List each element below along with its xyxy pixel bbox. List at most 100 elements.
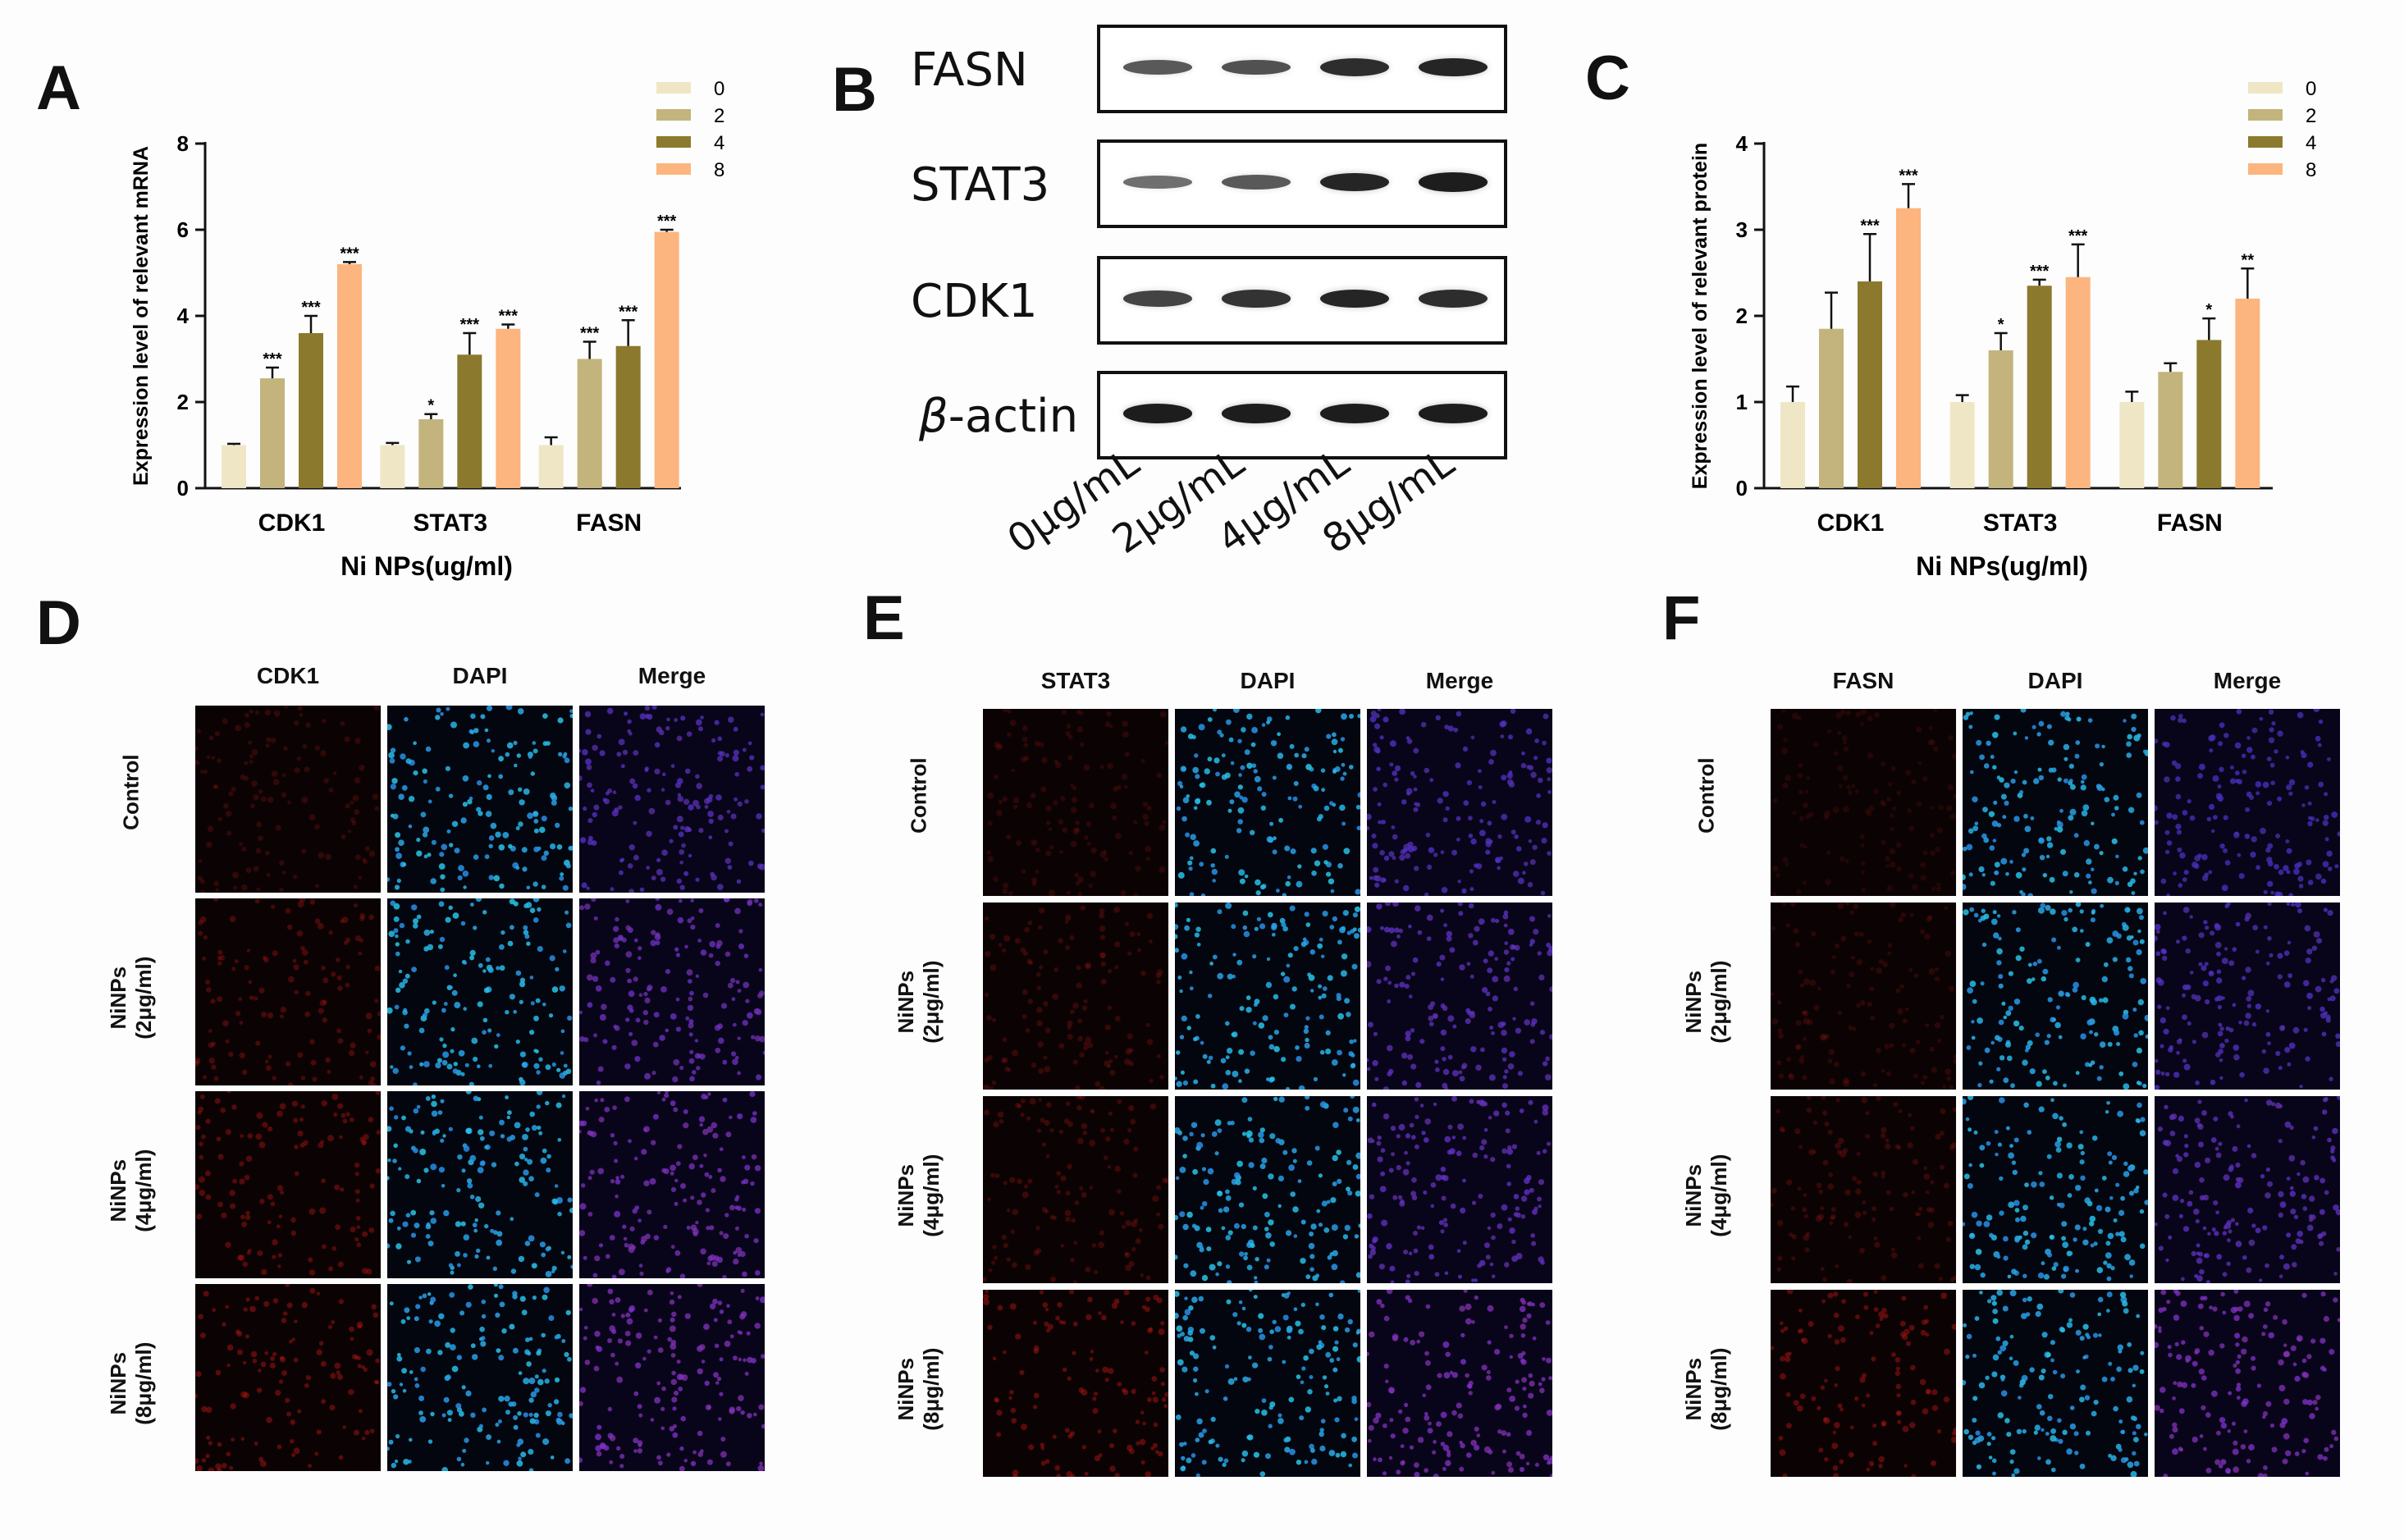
cell-nucleus — [1205, 1227, 1212, 1232]
cell-nucleus — [697, 1284, 703, 1287]
cell-nucleus — [523, 1146, 528, 1152]
cell-nucleus — [1443, 1372, 1451, 1379]
cell-nucleus — [2130, 878, 2136, 884]
cell-nucleus — [245, 1214, 251, 1220]
cell-nucleus — [1486, 1375, 1492, 1381]
cell-nucleus — [1535, 820, 1542, 825]
cell-nucleus — [1945, 1068, 1952, 1076]
cell-nucleus — [1886, 1071, 1892, 1076]
cell-nucleus — [229, 1465, 234, 1470]
cell-nucleus — [1538, 1179, 1545, 1186]
cell-nucleus — [1021, 725, 1028, 732]
cell-nucleus — [354, 1237, 359, 1242]
cell-nucleus — [1044, 1459, 1050, 1465]
cell-nucleus — [270, 1355, 276, 1361]
cell-nucleus — [1895, 988, 1901, 994]
bar — [1988, 350, 2013, 488]
cell-nucleus — [276, 1224, 281, 1229]
legend-label: 4 — [2306, 132, 2316, 154]
cell-nucleus — [1514, 834, 1519, 839]
cell-nucleus — [1207, 717, 1213, 722]
cell-nucleus — [1195, 1014, 1200, 1019]
cell-nucleus — [363, 859, 368, 865]
cell-nucleus — [2091, 1135, 2098, 1141]
cell-nucleus — [242, 1069, 248, 1076]
cell-nucleus — [628, 1031, 633, 1036]
cell-nucleus — [1447, 1431, 1453, 1437]
cell-nucleus — [610, 887, 615, 892]
cell-nucleus — [2128, 973, 2134, 979]
cell-nucleus — [1025, 1028, 1031, 1033]
cell-nucleus — [1273, 1096, 1278, 1102]
cell-nucleus — [1346, 1159, 1352, 1165]
cell-nucleus — [1196, 943, 1201, 947]
cell-nucleus — [1239, 1006, 1245, 1012]
cell-nucleus — [481, 1314, 487, 1319]
cell-nucleus — [221, 1212, 227, 1218]
cell-nucleus — [2232, 947, 2237, 952]
cell-nucleus — [478, 811, 483, 816]
cell-nucleus — [1880, 800, 1885, 806]
cell-nucleus — [759, 1035, 765, 1043]
cell-nucleus — [579, 905, 584, 911]
cell-nucleus — [1367, 1067, 1371, 1072]
cell-nucleus — [750, 1181, 755, 1186]
cell-nucleus — [545, 1271, 552, 1277]
cell-nucleus — [494, 1293, 498, 1298]
if-micrograph-merge — [579, 1284, 765, 1471]
cell-nucleus — [579, 775, 583, 781]
cell-nucleus — [586, 974, 593, 981]
cell-nucleus — [253, 996, 258, 1001]
cell-nucleus — [565, 1309, 571, 1316]
cell-nucleus — [1084, 1471, 1089, 1476]
cell-nucleus — [672, 1076, 679, 1083]
cell-nucleus — [715, 794, 722, 801]
cell-nucleus — [1187, 1330, 1193, 1336]
cell-nucleus — [1206, 799, 1212, 806]
cell-field — [986, 709, 1168, 896]
cell-nucleus — [1893, 1102, 1899, 1107]
cell-nucleus — [1994, 1130, 1999, 1135]
cell-nucleus — [1520, 1214, 1526, 1219]
cell-nucleus — [359, 912, 366, 919]
cell-nucleus — [243, 1391, 249, 1399]
cell-nucleus — [1272, 1319, 1277, 1324]
cell-nucleus — [1542, 1149, 1547, 1154]
cell-nucleus — [629, 1226, 635, 1232]
cell-nucleus — [1325, 1391, 1330, 1396]
cell-nucleus — [1860, 861, 1866, 866]
cell-nucleus — [462, 775, 469, 782]
cell-nucleus — [1989, 1079, 1994, 1084]
cell-nucleus — [2030, 816, 2035, 820]
cell-nucleus — [1356, 1328, 1360, 1334]
cell-nucleus — [1128, 1448, 1135, 1455]
cell-nucleus — [240, 1391, 247, 1398]
cell-nucleus — [1992, 839, 1996, 843]
cell-nucleus — [1367, 1137, 1373, 1144]
cell-nucleus — [2032, 962, 2038, 966]
cell-nucleus — [1332, 1367, 1338, 1373]
cell-nucleus — [2068, 815, 2074, 821]
cell-nucleus — [1479, 1100, 1487, 1107]
cell-nucleus — [1973, 1130, 1978, 1135]
cell-nucleus — [1001, 1058, 1006, 1063]
cell-nucleus — [1127, 1033, 1133, 1040]
cell-nucleus — [1123, 1138, 1130, 1145]
if-row-label: NiNPs (4μg/ml) — [893, 1154, 944, 1237]
cell-nucleus — [524, 1241, 531, 1246]
cell-nucleus — [2114, 1030, 2120, 1036]
cell-nucleus — [251, 748, 258, 756]
cell-nucleus — [1803, 1017, 1810, 1025]
cell-nucleus — [1113, 1428, 1117, 1433]
cell-nucleus — [1305, 764, 1312, 770]
cell-nucleus — [1494, 1404, 1501, 1411]
cell-nucleus — [1175, 1127, 1181, 1134]
cell-nucleus — [635, 1017, 641, 1023]
cell-nucleus — [1090, 1109, 1094, 1113]
cell-nucleus — [242, 1360, 247, 1365]
cell-nucleus — [638, 1443, 642, 1447]
cell-nucleus — [542, 713, 548, 719]
cell-nucleus — [1426, 914, 1433, 921]
cell-nucleus — [302, 949, 308, 956]
cell-nucleus — [678, 831, 684, 838]
